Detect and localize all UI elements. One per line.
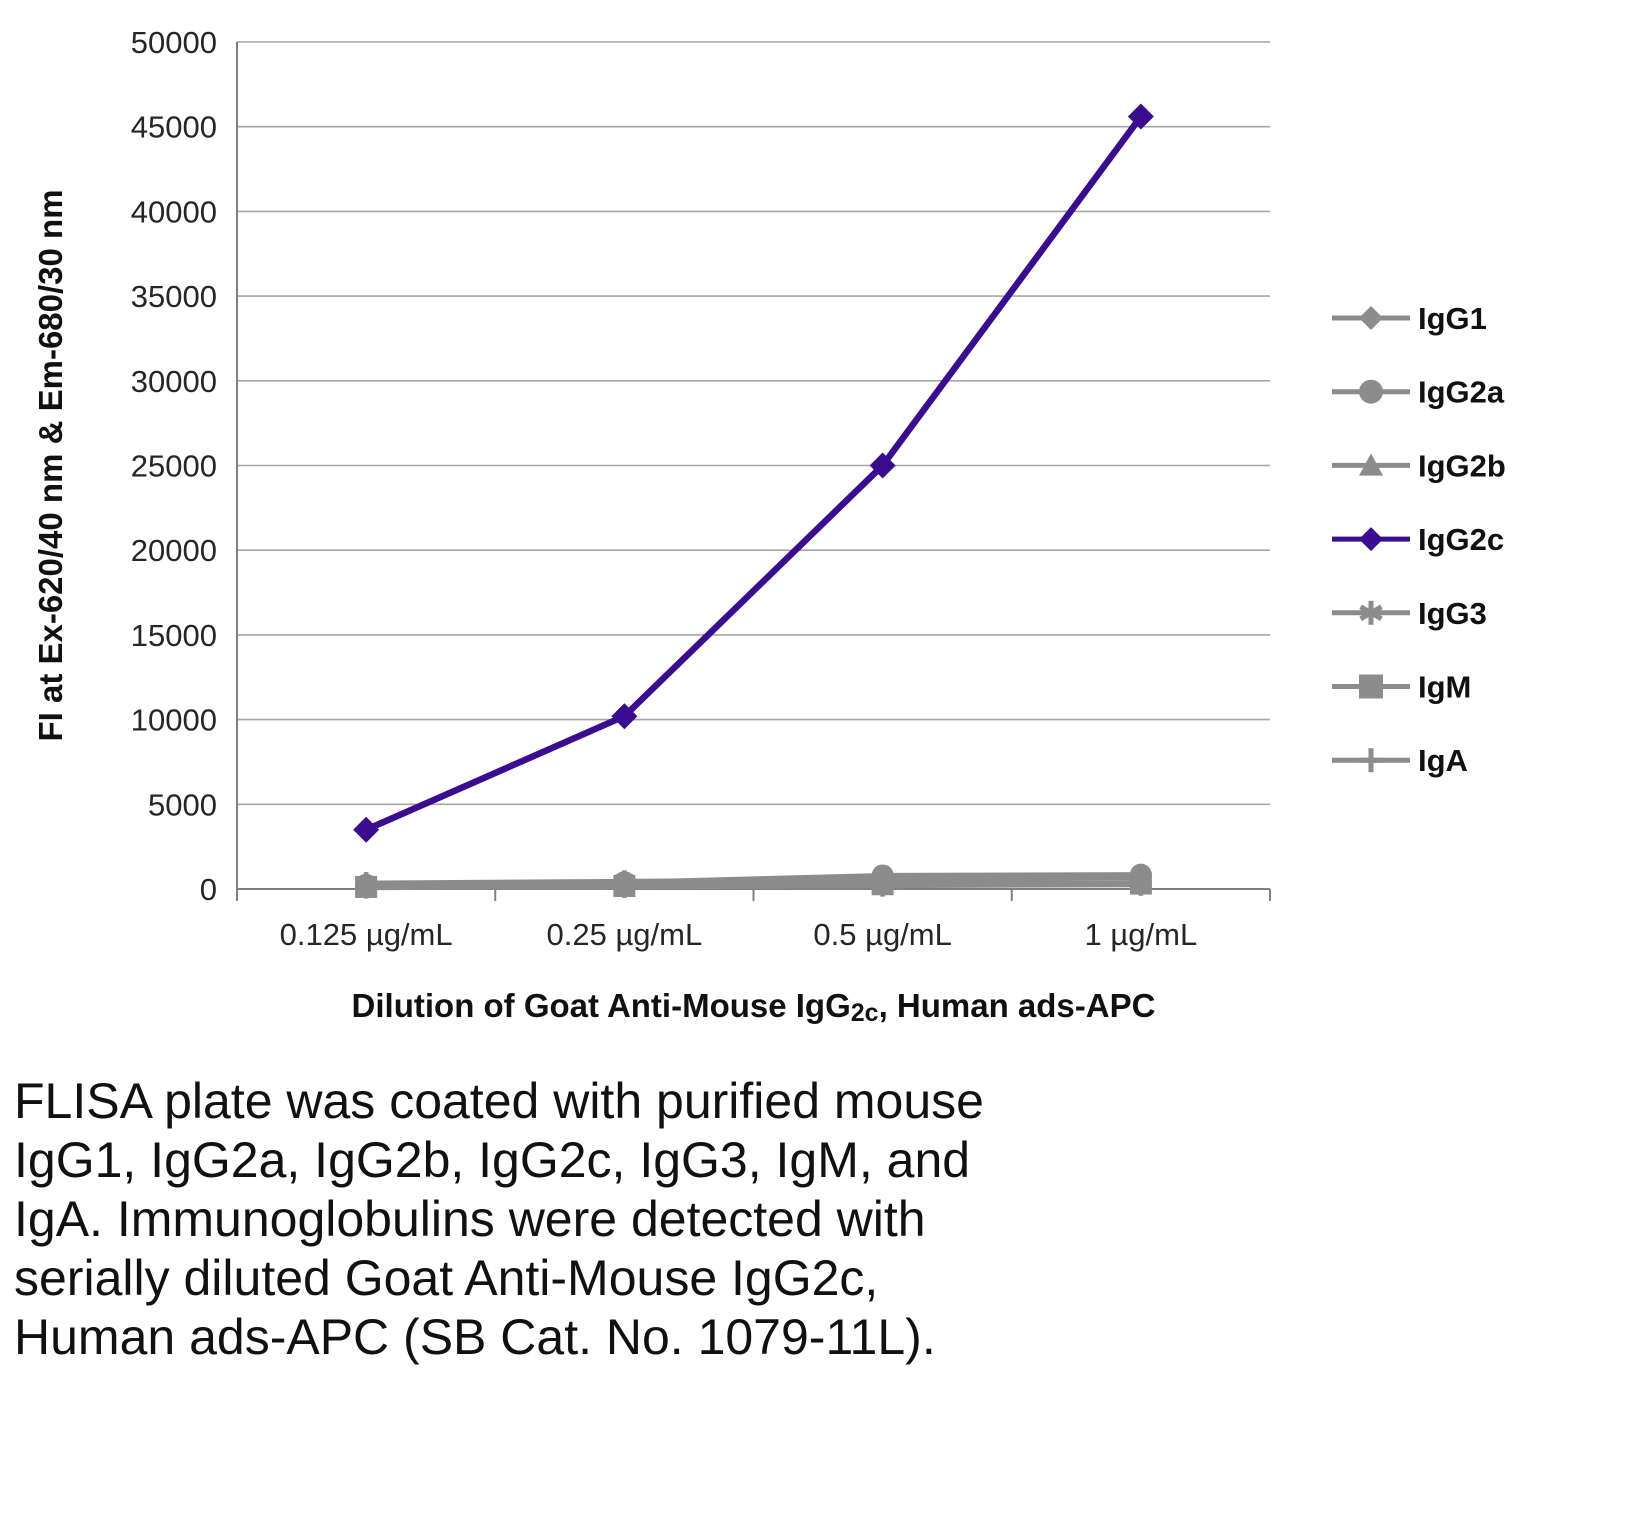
y-tick-label: 40000 bbox=[131, 194, 217, 229]
circle-marker-icon bbox=[1359, 379, 1383, 404]
square-marker-icon bbox=[1359, 674, 1383, 699]
diamond-marker-icon bbox=[1359, 527, 1383, 552]
legend-item-igg1: IgG1 bbox=[1332, 301, 1487, 336]
legend-item-igg2a: IgG2a bbox=[1332, 375, 1505, 410]
plus-marker-icon bbox=[1359, 748, 1383, 773]
legend-item-igm: IgM bbox=[1332, 670, 1471, 705]
y-tick-label: 45000 bbox=[131, 110, 217, 145]
x-tick-label: 0.25 µg/mL bbox=[547, 917, 703, 952]
plus-marker-icon bbox=[871, 874, 894, 897]
series-line bbox=[363, 875, 1144, 886]
y-tick-label: 30000 bbox=[131, 364, 217, 399]
legend-label: IgA bbox=[1418, 743, 1468, 778]
y-tick-label: 15000 bbox=[131, 618, 217, 653]
y-tick-label: 0 bbox=[200, 872, 217, 907]
diamond-marker-icon bbox=[1359, 306, 1383, 330]
diamond-marker-icon bbox=[869, 452, 896, 479]
plus-marker-icon bbox=[1129, 873, 1152, 896]
x-tick-label: 1 µg/mL bbox=[1085, 917, 1198, 952]
y-tick-label: 35000 bbox=[131, 279, 217, 314]
y-tick-label: 25000 bbox=[131, 449, 217, 484]
legend: IgG1 IgG2a IgG2b IgG2c IgG3 IgM IgA bbox=[1332, 301, 1506, 778]
y-tick-label: 10000 bbox=[131, 703, 217, 738]
series-igg2c bbox=[353, 103, 1154, 843]
figure-caption: FLISA plate was coated with purified mou… bbox=[14, 1073, 984, 1365]
x-axis-title: Dilution of Goat Anti-Mouse IgG2c, Human… bbox=[352, 987, 1156, 1027]
legend-label: IgG3 bbox=[1418, 596, 1487, 631]
legend-label: IgG2a bbox=[1418, 375, 1505, 410]
series-iga bbox=[355, 873, 1152, 899]
plus-marker-icon bbox=[613, 875, 636, 898]
y-tick-label: 5000 bbox=[148, 787, 217, 822]
diamond-marker-icon bbox=[1127, 103, 1154, 130]
x-tick-label: 0.5 µg/mL bbox=[813, 917, 952, 952]
legend-label: IgG1 bbox=[1418, 301, 1487, 336]
legend-item-iga: IgA bbox=[1332, 743, 1468, 778]
y-tick-label: 20000 bbox=[131, 533, 217, 568]
diamond-marker-icon bbox=[611, 703, 638, 730]
asterisk-marker-icon bbox=[1359, 600, 1383, 625]
legend-item-igg3: IgG3 bbox=[1332, 596, 1487, 631]
legend-label: IgG2b bbox=[1418, 448, 1506, 483]
series-line bbox=[363, 882, 1144, 891]
y-tick-label: 50000 bbox=[131, 25, 217, 60]
legend-item-igg2c: IgG2c bbox=[1332, 522, 1504, 557]
flisa-figure: 0 5000 10000 15000 20000 25000 30000 35000 40000… bbox=[14, 25, 1506, 1365]
legend-label: IgG2c bbox=[1418, 522, 1504, 557]
diamond-marker-icon bbox=[353, 816, 380, 843]
line-chart: 0 5000 10000 15000 20000 25000 30000 35000 40000… bbox=[32, 25, 1506, 1027]
y-axis-title: FI at Ex-620/40 nm & Em-680/30 nm bbox=[32, 189, 69, 741]
legend-item-igg2b: IgG2b bbox=[1332, 448, 1506, 483]
plus-marker-icon bbox=[355, 876, 378, 899]
series-line bbox=[362, 113, 1145, 833]
x-tick-label: 0.125 µg/mL bbox=[280, 917, 453, 952]
legend-label: IgM bbox=[1418, 670, 1471, 705]
triangle-marker-icon bbox=[1359, 453, 1383, 476]
